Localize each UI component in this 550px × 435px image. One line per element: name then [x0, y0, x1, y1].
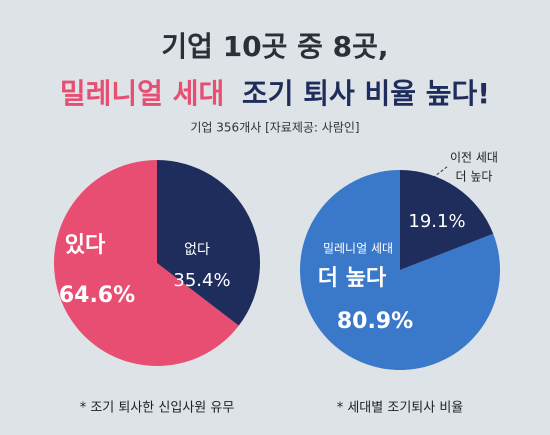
title-line2: 밀레니얼 세대 조기 퇴사 비율 높다!	[60, 77, 490, 110]
value-label: 19.1%	[408, 211, 465, 232]
title-highlight: 밀레니얼 세대	[60, 77, 224, 110]
slice-label: 이전 세대	[450, 151, 498, 165]
title-rest: 조기 퇴사 비율 높다!	[242, 77, 490, 110]
slice-label: 있다	[65, 233, 106, 258]
pie-slice	[300, 170, 501, 370]
pie-slice	[157, 160, 260, 326]
value-label: 80.9%	[337, 309, 413, 334]
pie-slice	[53, 160, 239, 366]
value-label: 64.6%	[59, 283, 135, 308]
slice-label: 밀레니얼 세대	[323, 242, 393, 256]
slice-label: 더 높다	[456, 170, 493, 184]
subtitle: 기업 356개사 [자료제공: 사람인]	[190, 121, 359, 135]
caption: * 조기 퇴사한 신입사원 유무	[80, 401, 235, 416]
value-label: 35.4%	[173, 270, 230, 291]
slice-label: 없다	[184, 242, 210, 258]
title: 기업 10곳 중 8곳,	[161, 30, 388, 63]
caption: * 세대별 조기퇴사 비율	[337, 401, 464, 416]
pie-slice	[400, 170, 494, 270]
slice-label: 더 높다	[318, 266, 387, 291]
